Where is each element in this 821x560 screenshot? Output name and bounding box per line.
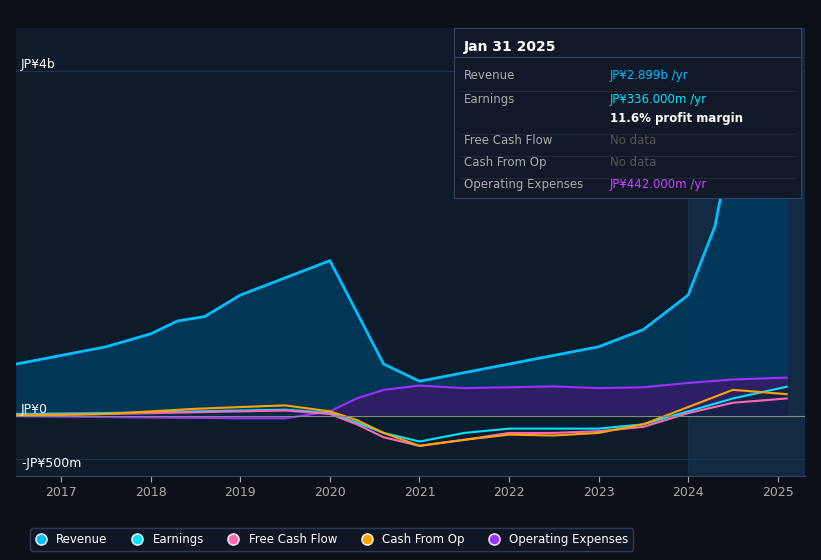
Bar bbox=[688, 28, 805, 476]
Legend: Revenue, Earnings, Free Cash Flow, Cash From Op, Operating Expenses: Revenue, Earnings, Free Cash Flow, Cash … bbox=[30, 528, 633, 550]
Text: JP¥0: JP¥0 bbox=[21, 403, 48, 416]
Text: -JP¥500m: -JP¥500m bbox=[21, 457, 81, 470]
Text: JP¥4b: JP¥4b bbox=[21, 58, 56, 71]
